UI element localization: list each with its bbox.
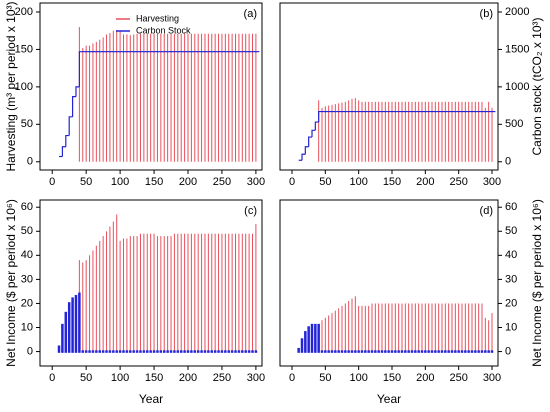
x-tick-label: 200 (416, 372, 434, 384)
x-tick-label: 200 (416, 176, 434, 188)
x-tick-label: 0 (49, 176, 55, 188)
y-tick-label: 0 (505, 345, 511, 357)
x-tick-label: 100 (349, 372, 367, 384)
step-line (71, 96, 76, 117)
step-line (314, 121, 319, 131)
step-line (301, 153, 306, 161)
y-tick-label: 10 (21, 321, 33, 333)
step-line (308, 136, 312, 147)
y-axis-label: Net Income ($ per period x 10⁶) (530, 199, 544, 367)
x-tick-label: 50 (80, 176, 92, 188)
x-tick-label: 150 (383, 176, 401, 188)
x-tick-label: 0 (289, 176, 295, 188)
y2-tick-label: 1500 (505, 43, 529, 55)
x-axis-label: Year (139, 392, 163, 406)
x-tick-label: 300 (247, 176, 265, 188)
legend-label: Carbon Stock (136, 25, 191, 35)
step-line (318, 110, 322, 123)
x-tick-label: 200 (179, 372, 197, 384)
step-line (78, 51, 83, 87)
y-tick-label: 60 (21, 201, 33, 213)
plot-frame (39, 199, 263, 367)
plot-frame (279, 199, 499, 367)
x-tick-label: 250 (449, 372, 467, 384)
y-axis-label: Harvesting (m³ per period x 10³) (4, 1, 18, 171)
y2-tick-label: 500 (505, 118, 523, 130)
step-line (61, 146, 66, 157)
y-tick-label: 10 (505, 321, 517, 333)
x-tick-label: 200 (179, 176, 197, 188)
x-tick-label: 50 (80, 372, 92, 384)
y2-tick-label: 2000 (505, 6, 529, 18)
x-tick-label: 250 (449, 176, 467, 188)
x-tick-label: 100 (111, 176, 129, 188)
y-tick-label: 0 (27, 345, 33, 357)
legend-label: Harvesting (136, 13, 179, 23)
step-line (68, 116, 73, 136)
x-tick-label: 300 (247, 372, 265, 384)
y-tick-label: 200 (15, 6, 33, 18)
x-tick-label: 150 (145, 176, 163, 188)
y2-tick-label: 1000 (505, 81, 529, 93)
x-tick-label: 300 (483, 372, 501, 384)
step-line (75, 86, 80, 97)
y-tick-label: 30 (505, 273, 517, 285)
y-tick-label: 50 (21, 118, 33, 130)
panel-label: (a) (244, 8, 257, 20)
x-tick-label: 150 (145, 372, 163, 384)
y-tick-label: 40 (505, 249, 517, 261)
step-line (65, 134, 70, 147)
x-axis-label: Year (377, 392, 401, 406)
panel-label: (d) (480, 205, 493, 217)
y-tick-label: 0 (27, 156, 33, 168)
x-tick-label: 0 (49, 372, 55, 384)
x-tick-label: 100 (349, 176, 367, 188)
step-line (311, 129, 316, 138)
y-tick-label: 30 (21, 273, 33, 285)
x-tick-label: 0 (289, 372, 295, 384)
x-tick-label: 100 (111, 372, 129, 384)
step-line (304, 146, 309, 155)
y-tick-label: 50 (21, 225, 33, 237)
panel-label: (c) (244, 205, 257, 217)
y-tick-label: 20 (21, 297, 33, 309)
x-tick-label: 50 (319, 176, 331, 188)
x-tick-label: 300 (483, 176, 501, 188)
y2-tick-label: 0 (505, 156, 511, 168)
x-tick-label: 250 (213, 372, 231, 384)
y-tick-label: 20 (505, 297, 517, 309)
y-tick-label: 150 (15, 43, 33, 55)
x-tick-label: 50 (319, 372, 331, 384)
y2-axis-label: Carbon stock (tCO₂ x 10³) (530, 17, 544, 155)
y-tick-label: 50 (505, 225, 517, 237)
x-tick-label: 250 (213, 176, 231, 188)
x-tick-label: 150 (383, 372, 401, 384)
panel-label: (b) (480, 8, 493, 20)
y-tick-label: 40 (21, 249, 33, 261)
y-axis-label: Net Income ($ per period x 10⁶) (4, 199, 18, 367)
y-tick-label: 100 (15, 81, 33, 93)
y-tick-label: 60 (505, 201, 517, 213)
